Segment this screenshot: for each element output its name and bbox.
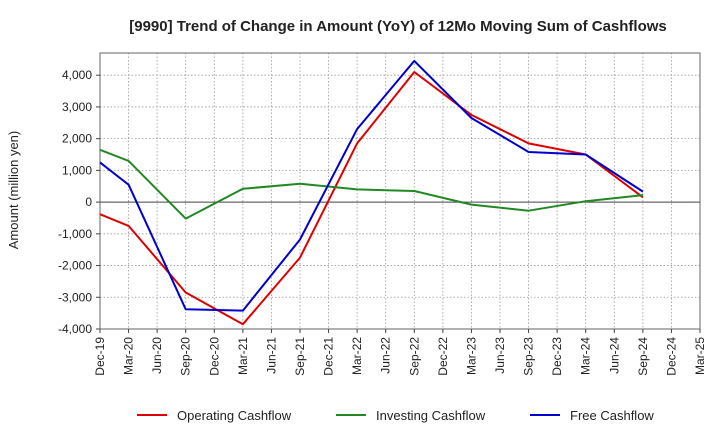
x-tick-label: Mar-23 <box>464 337 478 375</box>
x-tick-label: Sep-23 <box>522 337 536 376</box>
x-tick-label: Sep-20 <box>179 337 193 376</box>
chart-title: [9990] Trend of Change in Amount (YoY) o… <box>129 18 667 35</box>
x-tick-label: Dec-20 <box>207 337 221 376</box>
x-tick-label: Dec-21 <box>322 337 336 376</box>
x-tick-label: Mar-25 <box>693 337 707 375</box>
series <box>99 59 644 326</box>
grid <box>99 53 701 330</box>
x-tick-label: Mar-22 <box>350 337 364 375</box>
x-tick-label: Dec-22 <box>436 337 450 376</box>
legend: Operating Cashflow Investing Cashflow Free… <box>137 408 654 423</box>
x-tick-label: Mar-20 <box>122 337 136 375</box>
x-tick-label: Sep-21 <box>293 337 307 376</box>
x-ticks: Dec-19 Mar-20 Jun-20 Sep-20 Dec-20 Mar-21 Jun-… <box>93 329 707 376</box>
x-tick-label: Jun-20 <box>150 337 164 374</box>
plot-frame <box>99 52 701 330</box>
x-tick-label: Dec-19 <box>93 337 107 376</box>
series-line-operating-cashflow <box>99 71 644 326</box>
series-line-investing-cashflow <box>99 148 644 220</box>
y-tick-label: -2,000 <box>58 259 92 273</box>
y-tick-label: -4,000 <box>58 322 92 336</box>
legend-label-investing-cashflow: Investing Cashflow <box>376 408 486 423</box>
x-tick-label: Sep-22 <box>407 337 421 376</box>
legend-label-operating-cashflow: Operating Cashflow <box>177 408 292 423</box>
x-tick-label: Jun-23 <box>493 337 507 374</box>
legend-label-free-cashflow: Free Cashflow <box>570 408 654 423</box>
series-line-free-cashflow <box>99 59 644 312</box>
x-tick-label: Jun-21 <box>264 337 278 374</box>
y-tick-label: 0 <box>85 195 92 209</box>
y-tick-label: -1,000 <box>58 227 92 241</box>
y-tick-label: 3,000 <box>62 100 92 114</box>
y-axis-label: Amount (million yen) <box>6 131 21 250</box>
x-tick-label: Sep-24 <box>636 337 650 376</box>
x-tick-label: Jun-22 <box>379 337 393 374</box>
y-tick-label: 4,000 <box>62 68 92 82</box>
x-tick-label: Mar-21 <box>236 337 250 375</box>
x-tick-label: Dec-23 <box>550 337 564 376</box>
y-tick-label: -3,000 <box>58 290 92 304</box>
y-ticks: -4,000 -3,000 -2,000 -1,000 0 1,000 2,000 3,000… <box>58 68 100 336</box>
x-tick-label: Mar-24 <box>579 337 593 375</box>
x-tick-label: Dec-24 <box>664 337 678 376</box>
y-tick-label: 1,000 <box>62 163 92 177</box>
x-tick-label: Jun-24 <box>607 337 621 374</box>
y-tick-label: 2,000 <box>62 132 92 146</box>
